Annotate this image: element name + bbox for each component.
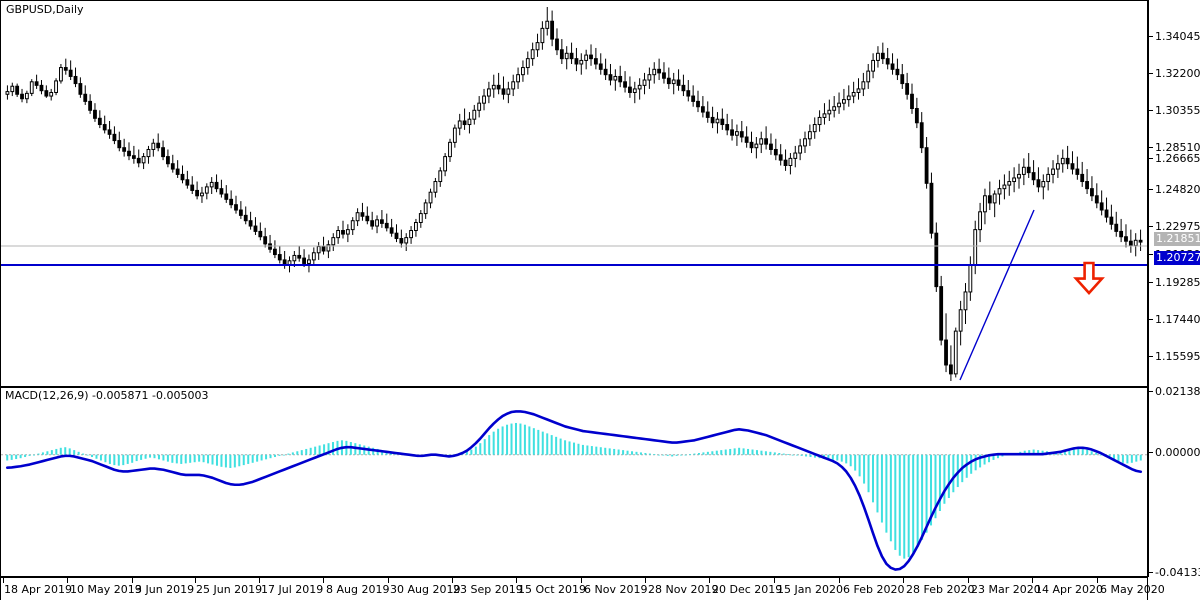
macd-tick-label: 0.000000: [1148, 446, 1200, 460]
price-tick-label: 1.30355: [1148, 104, 1200, 118]
time-tick-mark: [388, 578, 389, 583]
price-tick-label: 1.15595: [1148, 350, 1200, 364]
price-tick-label: 1.17440: [1148, 313, 1200, 327]
time-tick-mark: [67, 578, 68, 583]
tick-value: 1.22975: [1155, 220, 1200, 233]
time-tick-mark: [195, 578, 196, 583]
current-price-badge: 1.20727: [1154, 251, 1200, 265]
tick-value: 1.24820: [1155, 183, 1200, 196]
tick-mark: [1148, 72, 1153, 74]
time-axis-label: 23 Sep 2019: [453, 583, 523, 596]
price-chart-pane[interactable]: GBPUSD,Daily: [0, 0, 1148, 387]
time-axis-label: 15 Oct 2019: [518, 583, 587, 596]
time-tick-mark: [709, 578, 710, 583]
time-tick-mark: [3, 578, 4, 583]
tick-value: 1.15595: [1155, 350, 1200, 363]
tick-mark: [1148, 188, 1153, 190]
tick-value: 1.26665: [1155, 152, 1200, 165]
tick-mark: [1148, 253, 1153, 255]
time-axis-label: 28 Feb 2020: [906, 583, 975, 596]
price-tick-label: 1.34045: [1148, 30, 1200, 44]
chart-title: GBPUSD,Daily: [6, 3, 84, 16]
tick-mark: [1148, 109, 1153, 111]
price-tick-label: 1.22975: [1148, 220, 1200, 234]
price-tick-label: 1.26665: [1148, 152, 1200, 166]
time-tick-mark: [839, 578, 840, 583]
macd-indicator-pane[interactable]: MACD(12,26,9) -0.005871 -0.005003: [0, 387, 1148, 577]
time-axis-label: 3 Jun 2019: [135, 583, 195, 596]
time-tick-mark: [259, 578, 260, 583]
tick-value: 1.17440: [1155, 313, 1200, 326]
price-tick-label: 1.28510: [1148, 141, 1200, 155]
time-tick-mark: [774, 578, 775, 583]
level-price-badge: 1.21851: [1154, 232, 1200, 246]
price-tick-label: 1.32200: [1148, 67, 1200, 81]
time-tick-mark: [645, 578, 646, 583]
tick-value: 1.19285: [1155, 276, 1200, 289]
tick-value: -0.041331: [1155, 566, 1200, 579]
price-tick-label: 1.19285: [1148, 276, 1200, 290]
time-axis-label: 6 May 2020: [1100, 583, 1165, 596]
tick-mark: [1148, 157, 1153, 159]
tick-mark: [1148, 146, 1153, 148]
time-axis-label: 6 Feb 2020: [843, 583, 905, 596]
time-axis-label: 6 Nov 2019: [584, 583, 648, 596]
tick-mark: [1148, 355, 1153, 357]
time-axis-label: 8 Aug 2019: [326, 583, 390, 596]
time-tick-mark: [132, 578, 133, 583]
price-chart-canvas: [1, 7, 1147, 381]
macd-tick-label: -0.041331: [1148, 566, 1200, 580]
time-tick-mark: [516, 578, 517, 583]
time-axis-label: 20 Dec 2019: [712, 583, 783, 596]
time-axis-label: 15 Jan 2020: [777, 583, 843, 596]
tick-mark: [1148, 225, 1153, 227]
time-axis-label: 18 Apr 2019: [4, 583, 73, 596]
time-axis-label: 28 Nov 2019: [648, 583, 719, 596]
tick-mark: [1148, 451, 1153, 453]
time-tick-mark: [968, 578, 969, 583]
time-tick-mark: [452, 578, 453, 583]
price-tick-label: 1.24820: [1148, 183, 1200, 197]
tick-mark: [1148, 35, 1153, 37]
tick-value: 1.34045: [1155, 30, 1200, 43]
price-scale-axis[interactable]: 1.34045 1.32200 1.30355 1.28510 1.26665 1.248…: [1148, 0, 1200, 580]
time-tick-mark: [903, 578, 904, 583]
time-tick-mark: [323, 578, 324, 583]
tick-mark: [1148, 281, 1153, 283]
time-axis-label: 25 Jun 2019: [196, 583, 263, 596]
tick-value: 1.32200: [1155, 67, 1200, 80]
tick-value: 1.30355: [1155, 104, 1200, 117]
macd-tick-label: 0.021388: [1148, 385, 1200, 399]
tick-value: 0.000000: [1155, 446, 1200, 459]
macd-chart-canvas: [1, 410, 1147, 571]
time-tick-mark: [1097, 578, 1098, 583]
tick-mark: [1148, 390, 1153, 392]
tick-value: 0.021388: [1155, 385, 1200, 398]
time-axis-label: 14 Apr 2020: [1035, 583, 1104, 596]
time-tick-mark: [1032, 578, 1033, 583]
time-tick-mark: [581, 578, 582, 583]
time-axis-label: 23 Mar 2020: [971, 583, 1041, 596]
macd-indicator-label: MACD(12,26,9) -0.005871 -0.005003: [5, 389, 209, 402]
tick-mark: [1148, 571, 1153, 573]
time-axis[interactable]: 18 Apr 2019 10 May 2019 3 Jun 2019 25 Jun 2…: [0, 577, 1165, 600]
time-axis-label: 10 May 2019: [70, 583, 142, 596]
tick-mark: [1148, 318, 1153, 320]
time-axis-label: 30 Aug 2019: [390, 583, 461, 596]
tick-value: 1.28510: [1155, 141, 1200, 154]
time-axis-label: 17 Jul 2019: [261, 583, 324, 596]
